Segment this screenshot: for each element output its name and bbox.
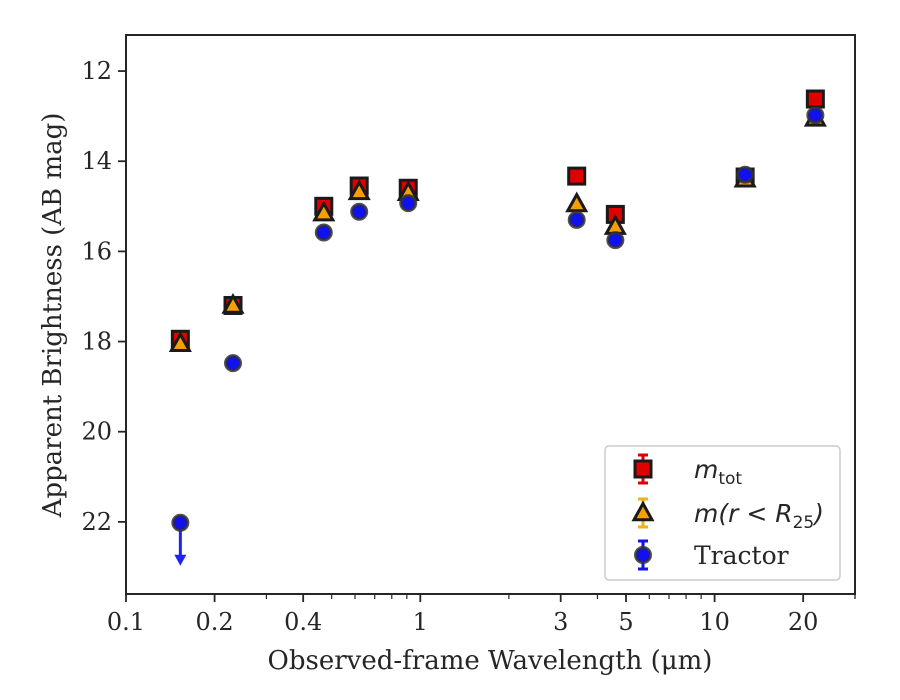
- data-point: [171, 513, 190, 532]
- legend-label: mtot: [694, 455, 742, 489]
- data-point: [805, 89, 825, 109]
- y-tick-label: 16: [81, 237, 112, 265]
- x-axis-label: Observed-frame Wavelength (μm): [268, 646, 713, 676]
- x-tick-label: 3: [553, 608, 568, 636]
- series-square: [170, 89, 825, 349]
- legend-entries: mtot m(r < R25) Tractor: [631, 453, 824, 571]
- data-point: [347, 179, 371, 201]
- y-tick-label: 22: [81, 508, 112, 536]
- data-point: [567, 210, 586, 229]
- y-axis-label: Apparent Brightness (AB mag): [38, 113, 68, 519]
- x-axis: 0.1 0.2 0.4 1 3 5 10 20: [107, 594, 856, 636]
- legend: mtot m(r < R25) Tractor: [604, 445, 841, 581]
- y-tick-label: 18: [81, 328, 112, 356]
- y-tick-label: 12: [81, 57, 112, 85]
- data-point: [314, 223, 333, 242]
- y-tick-label: 20: [81, 418, 112, 446]
- x-tick-label: 0.4: [284, 608, 322, 636]
- data-point: [312, 200, 336, 222]
- series-triangle: [168, 105, 827, 353]
- data-point: [350, 202, 369, 221]
- x-tick-label: 0.2: [196, 608, 234, 636]
- x-tick-label: 20: [788, 608, 819, 636]
- data-point: [399, 194, 418, 213]
- x-tick-label: 10: [699, 608, 730, 636]
- upper-limit-arrow-head: [174, 554, 187, 566]
- legend-label: m(r < R25): [694, 499, 824, 533]
- data-point: [168, 331, 192, 353]
- x-tick-label: 0.1: [107, 608, 145, 636]
- data-point: [221, 292, 245, 314]
- data-point: [565, 191, 589, 213]
- y-axis: 12 14 16 18 20 22: [81, 57, 126, 536]
- data-point: [606, 231, 625, 250]
- legend-marker-square: [633, 459, 653, 479]
- data-point: [736, 165, 755, 184]
- legend-marker-circle: [634, 546, 652, 564]
- legend-marker-triangle: [631, 500, 655, 522]
- legend-label: Tractor: [694, 541, 789, 570]
- legend-frame: [604, 445, 841, 581]
- x-tick-label: 5: [618, 608, 633, 636]
- data-point: [806, 106, 825, 125]
- data-point: [567, 166, 587, 186]
- data-point: [224, 354, 243, 373]
- series-circle: [171, 106, 825, 566]
- plot-frame: [125, 34, 856, 595]
- x-tick-label: 1: [413, 608, 428, 636]
- series-layer: [168, 89, 827, 566]
- y-tick-label: 14: [81, 147, 112, 175]
